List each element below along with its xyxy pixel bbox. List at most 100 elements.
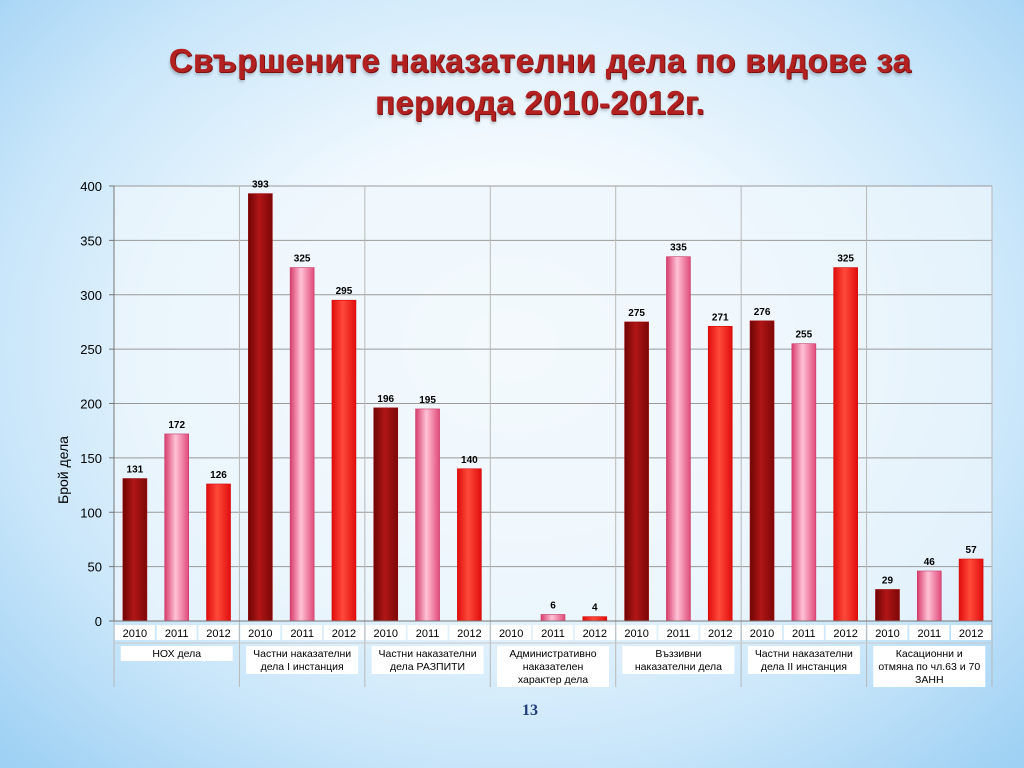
axes: 0 50 100 150 200 250 300 350 400 2010 2011 2012 НОХ … <box>80 179 992 687</box>
category-label-bg <box>246 646 359 674</box>
year-label: 2010 <box>624 628 648 640</box>
data-label: 255 <box>796 330 813 341</box>
y-tick-label: 250 <box>80 342 102 357</box>
year-label: 2010 <box>374 628 398 640</box>
category-label: дела РАЗПИТИ <box>390 661 465 673</box>
bar-2011 <box>164 433 190 622</box>
category-label: ЗАНН <box>915 674 944 686</box>
year-label: 2011 <box>416 628 440 640</box>
year-label: 2011 <box>917 628 941 640</box>
bar-2010 <box>875 589 900 622</box>
year-label: 2012 <box>708 628 732 640</box>
year-label-bg <box>323 625 364 640</box>
year-label-bg <box>951 625 992 640</box>
bar-2011 <box>540 614 566 622</box>
data-label: 271 <box>712 312 729 323</box>
category-label-bg <box>497 646 609 687</box>
bar-2011 <box>916 570 942 622</box>
year-label: 2012 <box>457 628 481 640</box>
year-label: 2010 <box>123 628 147 640</box>
data-label: 57 <box>966 545 978 556</box>
year-label-bg <box>742 625 783 640</box>
y-tick-label: 150 <box>80 451 102 466</box>
data-label: 4 <box>592 603 598 614</box>
year-label-bg <box>574 625 615 640</box>
data-label: 172 <box>168 420 185 431</box>
page-number: 13 <box>522 702 538 719</box>
bar-2011 <box>289 267 315 622</box>
year-label-bg <box>825 625 866 640</box>
bar-2010 <box>749 320 775 622</box>
year-label-bg <box>867 625 908 640</box>
category-label: Касационни и <box>896 648 963 660</box>
bar-2012 <box>331 299 357 622</box>
category-label: характер дела <box>518 674 588 686</box>
year-label-bg <box>658 625 699 640</box>
bar-chart: 131 172 126 393 325 295 196 195 140 6 4 275 335 271 27… <box>55 179 993 687</box>
y-tick-label: 200 <box>80 397 102 412</box>
category-label: Административно <box>509 648 596 660</box>
year-label-bg <box>909 625 950 640</box>
category-label-bg <box>747 646 860 674</box>
category-label: дела I инстанция <box>261 661 344 673</box>
bar-2011 <box>666 256 691 622</box>
y-tick-label: 50 <box>88 560 102 575</box>
category-label: отмяна по чл.63 и 70 <box>878 661 980 673</box>
data-label: 29 <box>882 575 894 586</box>
year-label-bg <box>533 625 573 640</box>
year-label: 2010 <box>750 628 774 640</box>
bar-2011 <box>791 343 817 622</box>
category-label-bg <box>873 646 986 687</box>
year-label-bg <box>700 625 741 640</box>
year-label: 2012 <box>206 628 230 640</box>
y-tick-label: 0 <box>95 614 102 629</box>
year-label: 2012 <box>833 628 857 640</box>
bar-2012 <box>582 616 608 622</box>
data-label: 335 <box>670 243 687 254</box>
bar-2012 <box>833 267 858 622</box>
bar-2012 <box>206 483 231 622</box>
data-label: 325 <box>294 254 311 265</box>
data-label: 196 <box>377 394 394 405</box>
year-label-bg <box>282 625 323 640</box>
year-label-bg <box>198 625 239 640</box>
category-label: Частни наказателни <box>755 648 853 660</box>
year-label-bg <box>114 625 155 640</box>
y-tick-label: 400 <box>80 179 102 194</box>
category-label: Частни наказателни <box>379 648 477 660</box>
y-axis-label: Брой дела <box>55 436 71 504</box>
year-label: 2011 <box>792 628 816 640</box>
data-label: 295 <box>336 286 353 297</box>
y-tick-label: 300 <box>80 288 102 303</box>
year-label-bg <box>449 625 490 640</box>
year-label-bg <box>240 625 281 640</box>
y-tick-label: 350 <box>80 233 102 248</box>
bar-2010 <box>624 321 649 622</box>
data-label: 131 <box>127 465 144 476</box>
category-label-bg <box>622 646 735 674</box>
category-label: наказателен <box>523 661 584 673</box>
category-label: НОХ дела <box>152 648 201 660</box>
year-label: 2010 <box>875 628 899 640</box>
data-label: 46 <box>924 557 936 568</box>
category-label: Въззивни <box>655 648 701 660</box>
year-label-bg <box>407 625 448 640</box>
year-label: 2010 <box>248 628 272 640</box>
year-label-bg <box>365 625 406 640</box>
year-label-bg <box>156 625 197 640</box>
data-label: 6 <box>550 600 556 611</box>
year-label-bg <box>491 625 532 640</box>
year-label: 2011 <box>165 628 189 640</box>
data-label: 393 <box>252 180 269 191</box>
year-label: 2011 <box>667 628 691 640</box>
data-label: 325 <box>837 254 854 265</box>
bar-2010 <box>248 193 273 622</box>
category-label-bg <box>371 646 484 674</box>
year-label: 2011 <box>290 628 314 640</box>
bar-2012 <box>707 325 733 622</box>
slide-title: Свършените наказателни дела по видове за… <box>168 42 912 121</box>
category-label: Частни наказателни <box>253 648 351 660</box>
data-label: 140 <box>461 455 478 466</box>
data-label: 195 <box>419 395 436 406</box>
bar-2012 <box>958 558 984 622</box>
